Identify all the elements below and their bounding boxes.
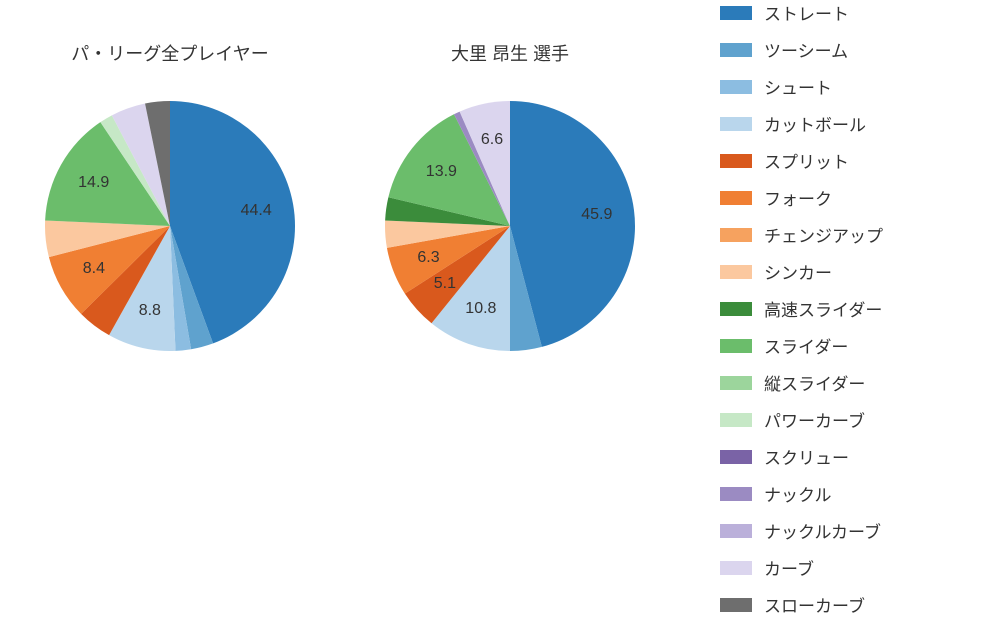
charts-area: パ・リーグ全プレイヤー 44.4 8.8 8.4 14.9 大里 昂生 選手 45.9 10.… [0,0,720,600]
legend-label: カットボール [764,111,866,136]
slice-value-label: 14.9 [78,174,109,192]
slice-value-label: 8.4 [83,260,105,278]
legend-label: 縦スライダー [764,370,865,395]
legend-item: パワーカーブ [720,407,1000,432]
legend-item: シュート [720,74,1000,99]
slice-value-label: 44.4 [241,202,272,220]
chart-title: 大里 昂生 選手 [451,40,569,66]
legend-swatch [720,80,752,94]
legend-label: スローカーブ [764,592,865,617]
legend-label: フォーク [764,185,832,210]
legend-label: チェンジアップ [764,222,883,247]
legend-label: スクリュー [764,444,849,469]
legend-swatch [720,265,752,279]
legend-item: カットボール [720,111,1000,136]
legend-label: ツーシーム [764,37,848,62]
legend-swatch [720,339,752,353]
legend-item: カーブ [720,555,1000,580]
legend-label: ナックル [764,481,832,506]
legend-item: ナックル [720,481,1000,506]
slice-value-label: 6.6 [481,131,503,149]
legend-item: シンカー [720,259,1000,284]
legend-swatch [720,450,752,464]
slice-value-label: 8.8 [139,302,161,320]
pie-chart: 45.9 10.8 5.1 6.3 13.9 6.6 [370,86,650,366]
legend-label: シンカー [764,259,832,284]
legend-item: ツーシーム [720,37,1000,62]
legend-item: スライダー [720,333,1000,358]
chart-title: パ・リーグ全プレイヤー [71,40,268,66]
slice-value-label: 5.1 [434,275,456,293]
legend-swatch [720,487,752,501]
legend-label: 高速スライダー [764,296,882,321]
legend-item: ナックルカーブ [720,518,1000,543]
chart-container: パ・リーグ全プレイヤー 44.4 8.8 8.4 14.9 大里 昂生 選手 45.9 10.… [0,0,1000,600]
chart-block: 大里 昂生 選手 45.9 10.8 5.1 6.3 13.9 6.6 [340,40,680,600]
legend-swatch [720,302,752,316]
legend-label: カーブ [764,555,814,580]
pie-chart: 44.4 8.8 8.4 14.9 [30,86,310,366]
legend-swatch [720,6,752,20]
legend-item: スクリュー [720,444,1000,469]
legend-swatch [720,524,752,538]
legend-swatch [720,191,752,205]
legend-item: スプリット [720,148,1000,173]
legend-swatch [720,228,752,242]
slice-value-label: 45.9 [581,206,612,224]
chart-block: パ・リーグ全プレイヤー 44.4 8.8 8.4 14.9 [0,40,340,600]
legend-label: ナックルカーブ [764,518,881,543]
legend-label: パワーカーブ [764,407,865,432]
slice-value-label: 13.9 [426,163,457,181]
legend-item: チェンジアップ [720,222,1000,247]
legend-label: スプリット [764,148,849,173]
legend: ストレートツーシームシュートカットボールスプリットフォークチェンジアップシンカー… [720,0,1000,600]
legend-swatch [720,561,752,575]
legend-item: フォーク [720,185,1000,210]
legend-swatch [720,376,752,390]
legend-item: 縦スライダー [720,370,1000,395]
slice-value-label: 6.3 [417,249,439,267]
legend-label: ストレート [764,0,849,25]
slice-value-label: 10.8 [465,300,496,318]
legend-item: 高速スライダー [720,296,1000,321]
legend-swatch [720,117,752,131]
legend-label: スライダー [764,333,848,358]
legend-item: スローカーブ [720,592,1000,617]
legend-swatch [720,43,752,57]
legend-label: シュート [764,74,832,99]
legend-item: ストレート [720,0,1000,25]
legend-swatch [720,413,752,427]
legend-swatch [720,154,752,168]
